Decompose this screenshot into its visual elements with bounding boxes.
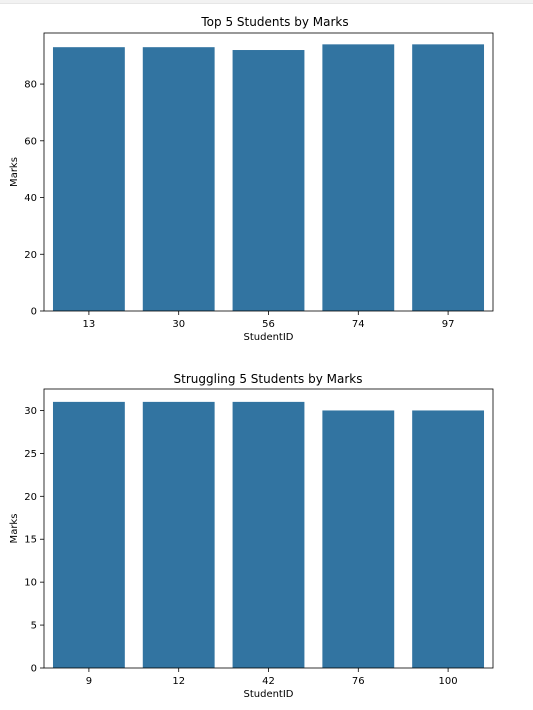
bars-group [52, 44, 485, 312]
y-tick-label: 15 [24, 535, 37, 546]
y-tick-label: 20 [24, 492, 37, 503]
window-top-strip [0, 0, 533, 4]
y-tick-label: 20 [24, 250, 37, 261]
bar-13 [52, 47, 125, 311]
y-axis-ticks: 0 5 10 15 20 25 30 [24, 406, 44, 675]
top-students-chart: Top 5 Students by Marks 0 20 40 60 80 13 30 56… [9, 15, 494, 343]
x-tick-label: 97 [442, 319, 455, 330]
x-tick-label: 56 [262, 319, 275, 330]
bar-42 [232, 401, 305, 668]
x-tick-label: 13 [83, 319, 96, 330]
chart-title: Struggling 5 Students by Marks [174, 372, 363, 386]
y-tick-label: 0 [31, 664, 37, 675]
struggling-students-chart: Struggling 5 Students by Marks 0 5 10 15 20 2… [9, 372, 494, 700]
x-tick-label: 74 [352, 319, 365, 330]
y-tick-label: 40 [24, 193, 37, 204]
bar-9 [52, 401, 125, 668]
y-tick-label: 0 [31, 307, 37, 318]
bar-56 [232, 50, 305, 311]
x-tick-label: 100 [439, 676, 458, 687]
x-tick-label: 30 [172, 319, 185, 330]
x-tick-label: 42 [262, 676, 275, 687]
y-tick-label: 10 [24, 578, 37, 589]
y-tick-label: 60 [24, 136, 37, 147]
x-axis-ticks: 9 12 42 76 100 [86, 668, 458, 687]
x-tick-label: 76 [352, 676, 365, 687]
y-tick-label: 25 [24, 449, 37, 460]
bar-74 [322, 44, 395, 312]
bar-97 [412, 44, 485, 312]
y-axis-ticks: 0 20 40 60 80 [24, 80, 44, 318]
x-axis-ticks: 13 30 56 74 97 [83, 311, 455, 330]
chart-title: Top 5 Students by Marks [200, 15, 348, 29]
y-axis-label: Marks [9, 157, 20, 187]
x-tick-label: 12 [172, 676, 185, 687]
bar-76 [322, 410, 395, 668]
y-tick-label: 5 [31, 621, 37, 632]
bar-100 [412, 410, 485, 668]
x-axis-label: StudentID [243, 332, 293, 343]
x-tick-label: 9 [86, 676, 92, 687]
bar-12 [142, 401, 215, 668]
y-axis-label: Marks [9, 514, 20, 544]
y-tick-label: 80 [24, 80, 37, 91]
bars-group [52, 401, 485, 668]
y-tick-label: 30 [24, 406, 37, 417]
x-axis-label: StudentID [243, 689, 293, 700]
bar-30 [142, 47, 215, 311]
